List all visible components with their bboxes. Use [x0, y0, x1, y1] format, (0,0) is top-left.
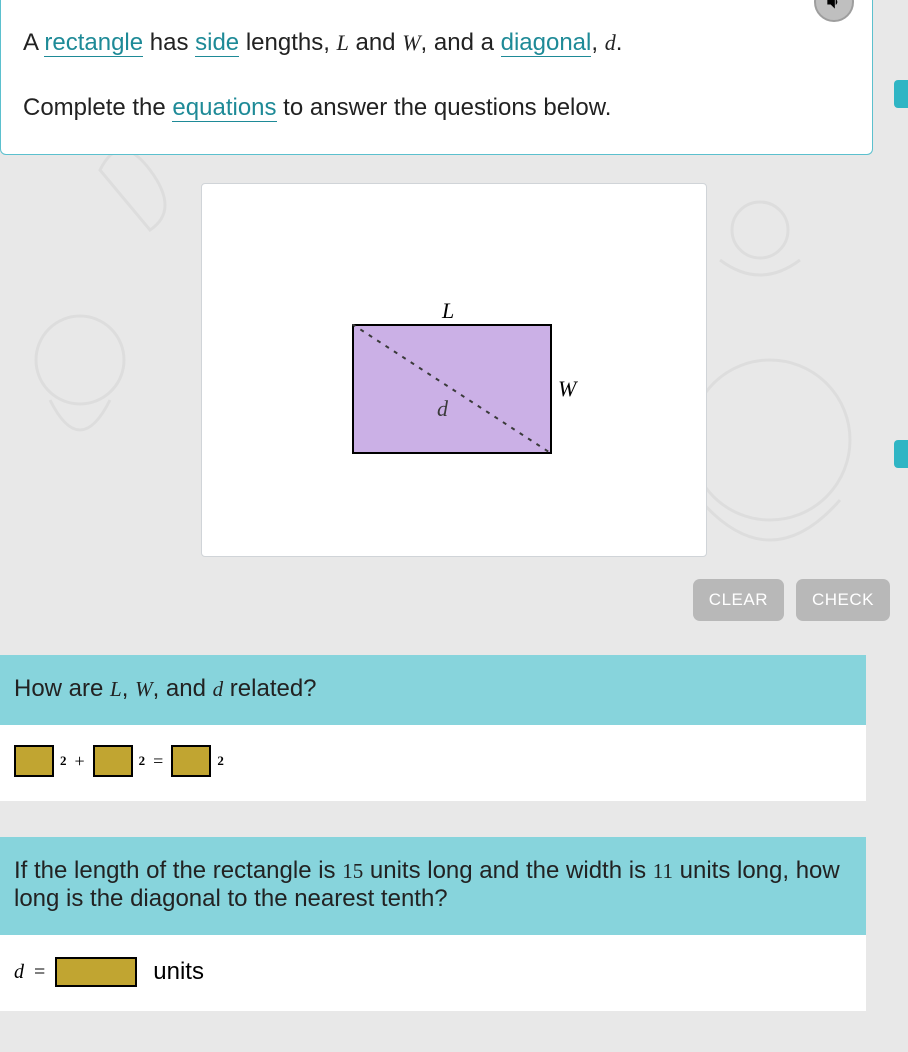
check-button[interactable]: CHECK: [796, 579, 890, 621]
value-length: 15: [342, 859, 363, 883]
rectangle-shape: [352, 324, 552, 454]
var-W: W: [402, 30, 420, 55]
question1-header: How are L, W, and d related?: [0, 655, 866, 725]
side-tab-icon[interactable]: [894, 440, 908, 468]
units-label: units: [153, 958, 204, 986]
equals-sign: =: [34, 961, 45, 984]
label-d: d: [437, 396, 448, 422]
var-L: L: [337, 30, 349, 55]
question1-body: 2 + 2 = 2: [0, 725, 866, 801]
prompt-card: A rectangle has side lengths, L and W, a…: [0, 0, 873, 155]
text: lengths,: [239, 29, 336, 56]
term-side[interactable]: side: [195, 29, 239, 57]
text: to answer the questions below.: [277, 94, 612, 121]
exponent: 2: [60, 753, 67, 769]
text: If the length of the rectangle is: [14, 857, 342, 884]
side-tab-icon[interactable]: [894, 80, 908, 108]
figure-inner: L W d: [212, 194, 696, 546]
question2-header: If the length of the rectangle is 15 uni…: [0, 837, 866, 935]
text: , and a: [421, 29, 501, 56]
term-rectangle[interactable]: rectangle: [44, 29, 143, 57]
fill-box-answer[interactable]: [55, 957, 137, 987]
text: , and: [153, 675, 213, 702]
text: units long and the width is: [363, 857, 653, 884]
fill-box-1[interactable]: [14, 745, 54, 777]
text: has: [143, 29, 195, 56]
clear-button[interactable]: CLEAR: [693, 579, 784, 621]
text: related?: [223, 675, 316, 702]
var-d: d: [213, 677, 224, 701]
text: A: [23, 29, 44, 56]
exponent: 2: [217, 753, 224, 769]
var-L: L: [110, 677, 122, 701]
plus-sign: +: [75, 751, 85, 772]
var-W: W: [135, 677, 153, 701]
term-equations[interactable]: equations: [172, 94, 276, 122]
text: .: [616, 29, 623, 56]
text: Complete the: [23, 94, 172, 121]
var-d: d: [14, 961, 24, 984]
equals-sign: =: [153, 751, 163, 772]
text: ,: [591, 29, 604, 56]
text: How are: [14, 675, 110, 702]
figure-panel: L W d: [201, 183, 707, 557]
text: and: [349, 29, 402, 56]
fill-box-2[interactable]: [93, 745, 133, 777]
prompt-line-2: Complete the equations to answer the que…: [23, 89, 850, 126]
audio-button[interactable]: [814, 0, 854, 22]
label-L: L: [442, 298, 454, 324]
term-diagonal[interactable]: diagonal: [501, 29, 592, 57]
text: ,: [122, 675, 135, 702]
prompt-line-1: A rectangle has side lengths, L and W, a…: [23, 24, 850, 61]
fill-box-3[interactable]: [171, 745, 211, 777]
action-row: CLEAR CHECK: [0, 557, 908, 621]
label-W: W: [558, 376, 576, 402]
exponent: 2: [139, 753, 146, 769]
var-d: d: [605, 30, 616, 55]
question2-body: d = units: [0, 935, 866, 1011]
value-width: 11: [653, 859, 673, 883]
